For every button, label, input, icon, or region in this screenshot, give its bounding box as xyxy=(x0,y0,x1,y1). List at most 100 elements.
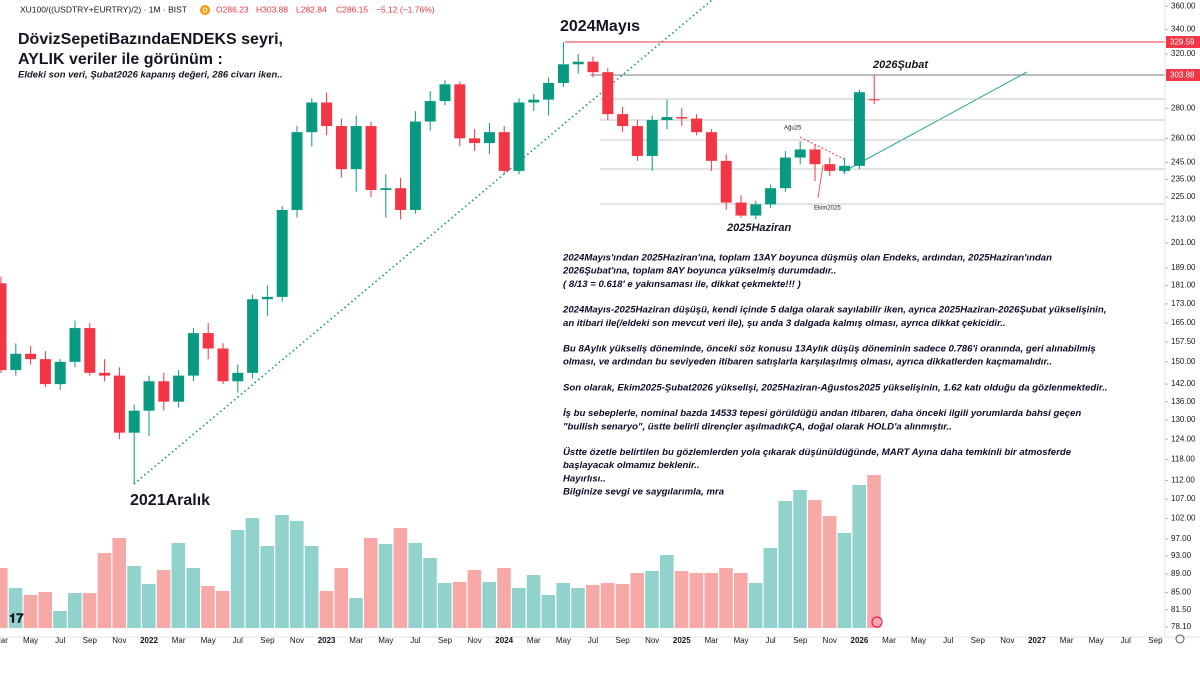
candle-body xyxy=(454,84,466,139)
candle-body xyxy=(173,375,185,402)
settings-icon[interactable] xyxy=(1175,634,1185,644)
volume-bar xyxy=(245,518,260,628)
candle-body xyxy=(513,102,525,171)
volume-bar xyxy=(127,566,141,628)
candle-body xyxy=(350,126,362,170)
x-tick-label: 2022 xyxy=(140,636,158,645)
candle-body xyxy=(853,92,865,166)
candle-body xyxy=(750,204,762,216)
volume-bar xyxy=(378,544,393,628)
volume-bar xyxy=(186,568,200,628)
candle-body xyxy=(868,99,880,101)
volume-bar xyxy=(334,568,348,628)
candle-body xyxy=(247,299,259,373)
y-tick-label: 235.00 xyxy=(1171,175,1196,184)
price-label-box xyxy=(1166,36,1200,49)
candle-body xyxy=(557,64,569,83)
x-tick-label: Mar xyxy=(882,636,896,645)
y-tick-label: 213.00 xyxy=(1171,214,1196,223)
y-tick-label: 97.00 xyxy=(1171,534,1192,543)
x-tick-label: Jul xyxy=(410,636,420,645)
ohlc-value: H303.88 xyxy=(256,4,288,14)
y-tick-label: 142.00 xyxy=(1171,379,1196,388)
volume-bar xyxy=(541,595,556,628)
x-tick-label: Sep xyxy=(260,636,275,645)
candles xyxy=(0,41,1165,485)
y-tick-label: 112.00 xyxy=(1171,476,1195,485)
volume-bar xyxy=(230,530,245,628)
drawings xyxy=(133,0,1165,485)
x-tick-label: Jul xyxy=(943,636,953,645)
x-tick-label: 2026 xyxy=(851,636,869,645)
icon xyxy=(871,616,883,628)
candle-body xyxy=(409,121,421,210)
badge-circle xyxy=(200,5,210,15)
y-tick-label: 102.00 xyxy=(1171,514,1196,523)
volume-bar xyxy=(216,591,230,628)
volume-bar xyxy=(38,592,52,628)
y-tick-label: 130.00 xyxy=(1171,415,1196,424)
volume-bar xyxy=(512,588,526,628)
candle-body xyxy=(661,117,673,121)
volume-bar xyxy=(68,593,82,628)
volume-bar xyxy=(275,515,289,628)
volume-bar xyxy=(808,500,822,628)
candle-body xyxy=(380,188,392,190)
volume-bar xyxy=(82,593,97,628)
x-tick-label: May xyxy=(378,636,393,645)
volume-bar xyxy=(319,591,334,628)
y-tick-label: 181.00 xyxy=(1171,281,1196,290)
volume-bar xyxy=(142,584,156,628)
x-tick-label: May xyxy=(1089,636,1104,645)
volume-bar xyxy=(467,570,482,628)
x-tick-label: Jul xyxy=(588,636,598,645)
volume-bar xyxy=(822,516,837,628)
commentary-line: İş bu sebeplerle, nominal bazda 14533 te… xyxy=(563,408,1081,419)
x-tick-label: Nov xyxy=(1000,636,1014,645)
volume-bar xyxy=(8,588,23,628)
ohlc-value: C286.15 xyxy=(336,4,368,14)
x-tick-label: Sep xyxy=(438,636,453,645)
ohlc-value: L282.84 xyxy=(296,4,327,14)
x-tick-label: 2024 xyxy=(495,636,513,645)
y-tick-label: 118.00 xyxy=(1171,454,1195,463)
commentary-line: Bu 8Aylık yükseliş döneminde, önceki söz… xyxy=(563,344,1096,355)
volume-bar xyxy=(408,543,422,628)
candle-body xyxy=(839,165,851,171)
x-tick-label: Jul xyxy=(765,636,775,645)
volume-bar xyxy=(349,598,363,628)
candle-body xyxy=(39,359,51,385)
x-tick-label: 2025 xyxy=(673,636,691,645)
y-tick-label: 78.10 xyxy=(1171,622,1192,631)
candle-body xyxy=(631,126,643,156)
volume-bar xyxy=(438,583,452,628)
ohlc-value: −5.12 (−1.76%) xyxy=(376,4,435,14)
volume-bar xyxy=(793,490,807,628)
x-tick-label: May xyxy=(556,636,571,645)
candle-body xyxy=(158,381,170,402)
trend-line xyxy=(842,71,1028,173)
annotation: 2024Mayıs xyxy=(560,18,640,35)
trend-line xyxy=(799,136,847,161)
candle-body xyxy=(424,101,436,122)
texts: DövizSepetiBazındaENDEKS seyri, AYLIK ve… xyxy=(18,4,1107,509)
badge: D xyxy=(202,7,207,14)
x-tick-label: May xyxy=(201,636,216,645)
x-tick-label: May xyxy=(733,636,748,645)
x-tick-label: Mar xyxy=(705,636,719,645)
candle-body xyxy=(676,117,688,119)
volume-bar xyxy=(645,571,659,628)
volume-bar xyxy=(452,582,467,628)
x-tick-label: May xyxy=(23,636,38,645)
candle-body xyxy=(84,328,96,373)
volume-bar xyxy=(689,573,704,628)
y-tick-label: 201.00 xyxy=(1171,238,1196,247)
candle-body xyxy=(794,149,806,158)
candle-body xyxy=(187,333,199,376)
y-tick-label: 89.00 xyxy=(1171,569,1192,578)
x-tick-label: Mar xyxy=(172,636,186,645)
logo-mark: 𝟏𝟕 xyxy=(9,610,24,625)
y-tick-label: 124.00 xyxy=(1171,434,1196,443)
candle-body xyxy=(691,118,703,133)
